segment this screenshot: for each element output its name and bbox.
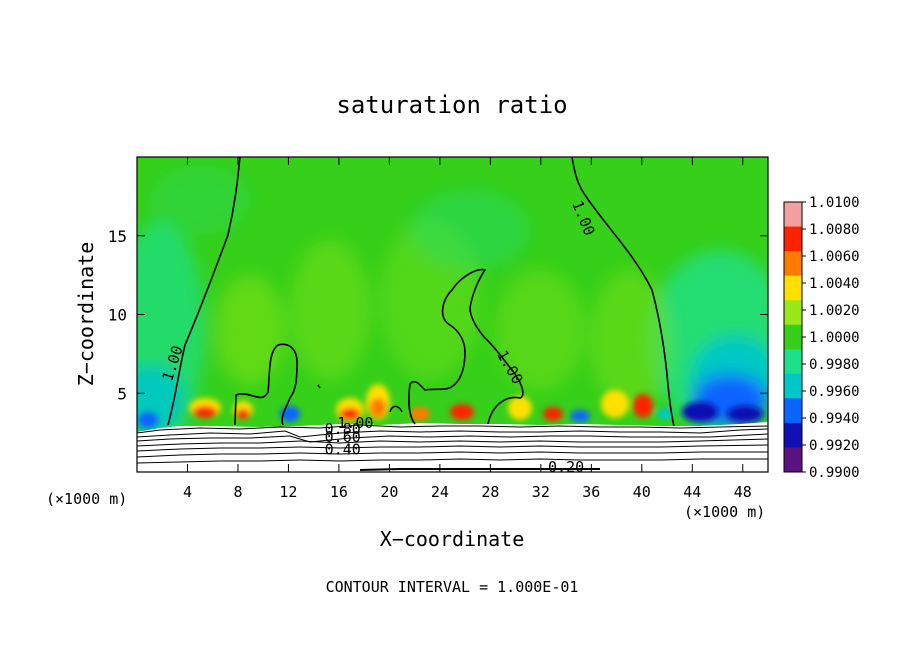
colorbar-swatch: [784, 324, 802, 350]
colorbar-label: 1.0060: [809, 249, 860, 265]
chart-title: saturation ratio: [336, 91, 567, 119]
y-axis-ticks: 5 10 15: [108, 227, 768, 403]
colorbar-swatch: [784, 251, 802, 277]
colorbar-label: 1.0100: [809, 195, 860, 211]
colorbar-swatch: [784, 226, 802, 252]
y-tick-label: 15: [108, 227, 127, 246]
colorbar-label: 1.0080: [809, 222, 860, 238]
colorbar-swatch: [784, 422, 802, 448]
colorbar-swatch: [784, 275, 802, 301]
colorbar-swatch: [784, 447, 802, 473]
isoline-bundle: [137, 424, 768, 471]
colorbar-label: 0.9980: [809, 357, 860, 373]
x-tick-label: 44: [683, 483, 701, 501]
x-axis-label: X−coordinate: [380, 527, 525, 551]
colorbar-label: 0.9940: [809, 411, 860, 427]
x-tick-label: 8: [233, 483, 242, 501]
colorbar-label: 0.9900: [809, 465, 860, 481]
colorbar-label: 1.0020: [809, 303, 860, 319]
colorbar-swatch: [784, 398, 802, 424]
x-tick-label: 40: [633, 483, 651, 501]
colorbar-label: 1.0000: [809, 330, 860, 346]
y-tick-label: 5: [117, 384, 127, 403]
colorbar-swatch: [784, 202, 802, 228]
x-tick-label: 20: [380, 483, 398, 501]
x-unit-left: (×1000 m): [46, 490, 127, 508]
y-axis-label: Z−coordinate: [74, 242, 98, 387]
colorbar-swatch: [784, 373, 802, 399]
x-tick-label: 24: [431, 483, 449, 501]
colorbar: 1.0100 1.0080 1.0060 1.0040 1.0020 1.0000 0.99…: [783, 195, 860, 481]
contour-label: 0.20: [548, 458, 584, 476]
x-axis-ticks: 4 8 12 16 20 24 28 32 36 40 44 48: [183, 157, 752, 501]
x-tick-label: 16: [330, 483, 348, 501]
contour-1.00: [167, 157, 675, 427]
x-tick-label: 28: [481, 483, 499, 501]
x-tick-label: 32: [532, 483, 550, 501]
contour-label: 1.00: [337, 414, 373, 432]
colorbar-label: 1.0040: [809, 276, 860, 292]
plot-area: [137, 157, 768, 472]
colorbar-label: 0.9920: [809, 438, 860, 454]
colorbar-label: 0.9960: [809, 384, 860, 400]
y-tick-label: 10: [108, 306, 127, 325]
contour-label: 0.60: [325, 428, 361, 446]
colorbar-swatch: [784, 349, 802, 375]
x-tick-label: 36: [582, 483, 600, 501]
x-tick-label: 48: [734, 483, 752, 501]
x-tick-label: 4: [183, 483, 192, 501]
x-unit-right: (×1000 m): [684, 503, 765, 521]
x-tick-label: 12: [279, 483, 297, 501]
colorbar-swatch: [784, 300, 802, 326]
contour-interval-note: CONTOUR INTERVAL = 1.000E-01: [326, 578, 579, 596]
contour-label: 0.40: [325, 441, 361, 459]
contour-label: 0.80: [325, 420, 361, 438]
